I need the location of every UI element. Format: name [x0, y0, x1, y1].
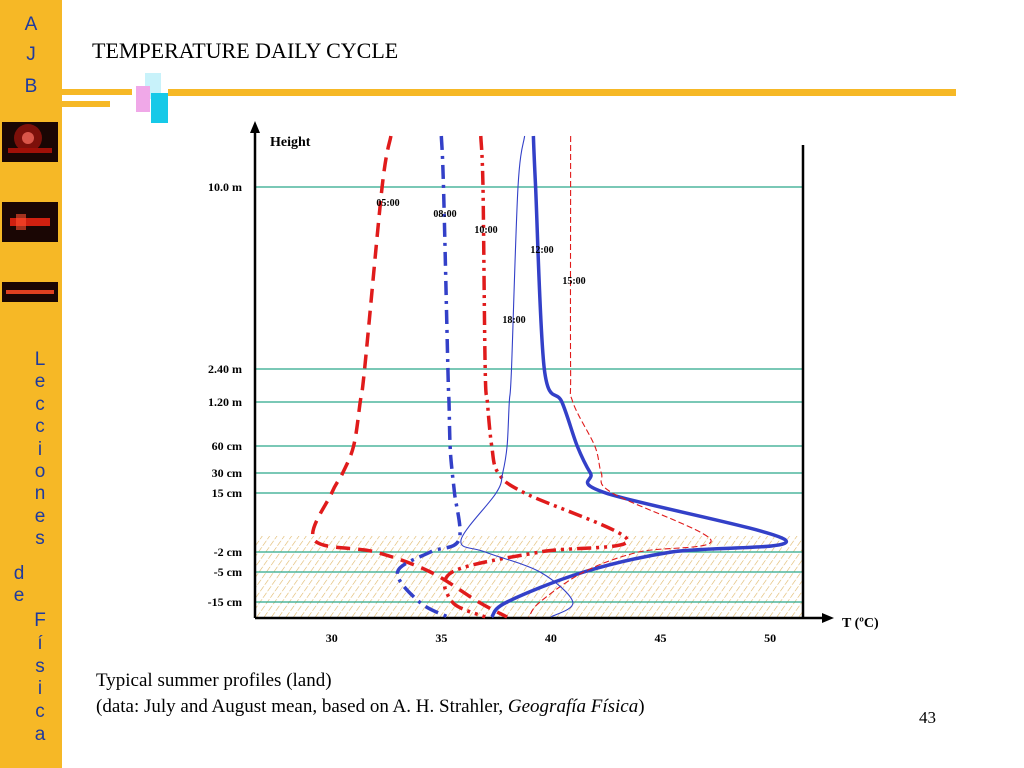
series-label: 05:00: [376, 198, 399, 209]
sidebar-letter: F: [34, 610, 46, 631]
sidebar-letter: e: [34, 371, 46, 393]
sidebar-letter: c: [35, 416, 45, 438]
x-tick-label: 40: [545, 631, 557, 645]
caption-line-2: (data: July and August mean, based on A.…: [96, 696, 645, 718]
logo-letter: A: [24, 14, 38, 35]
sidebar-letter: a: [34, 724, 46, 745]
level-label: -15 cm: [208, 595, 242, 609]
level-label: -2 cm: [214, 545, 242, 559]
title-rule-left: [62, 89, 132, 95]
level-label: 60 cm: [212, 439, 242, 453]
logo-letter: J: [26, 44, 36, 65]
series-label: 18:00: [502, 315, 525, 326]
caption-suffix: ): [638, 696, 645, 717]
series-line-0500: [310, 135, 508, 619]
series-line-1500: [528, 135, 712, 618]
caption-prefix: (data: July and August mean, based on A.…: [96, 696, 508, 717]
sidebar-letter: s: [35, 655, 45, 677]
sidebar-letter: L: [34, 349, 46, 370]
x-tick-label: 35: [435, 631, 447, 645]
level-label: 10.0 m: [208, 180, 242, 194]
x-tick-label: 45: [655, 631, 667, 645]
level-label: 2.40 m: [208, 362, 242, 376]
logo-letter: B: [24, 76, 38, 97]
sidebar-letter: i: [37, 678, 43, 700]
sidebar-letter: c: [35, 701, 45, 723]
series-line-1800: [460, 135, 574, 618]
sidebar-letter: i: [37, 438, 43, 460]
sidebar-letter: í: [37, 632, 43, 654]
thumbnail-image: [2, 202, 58, 242]
level-label: 1.20 m: [208, 395, 242, 409]
series-line-0800: [395, 135, 462, 619]
series-line-1000: [442, 135, 630, 619]
page-title: TEMPERATURE DAILY CYCLE: [92, 38, 399, 63]
page-number: 43: [919, 708, 936, 727]
y-axis-arrow: [250, 121, 260, 133]
decor-square: [151, 93, 168, 123]
series-label: 12:00: [530, 245, 553, 256]
thumbnail-image: [2, 282, 58, 302]
x-axis-title: T (ºC): [842, 616, 879, 631]
sidebar-letter: o: [34, 461, 46, 482]
level-label: 30 cm: [212, 466, 242, 480]
series-label: 08:00: [433, 209, 456, 220]
series-label: 10:00: [474, 225, 497, 236]
sidebar-letter: d: [13, 563, 25, 584]
level-label: 15 cm: [212, 486, 242, 500]
title-rule: [168, 89, 956, 96]
sidebar-letter: c: [35, 393, 45, 415]
sidebar-letter: s: [35, 528, 45, 550]
sidebar-letter: n: [34, 483, 46, 505]
sidebar-letter: e: [13, 585, 25, 607]
x-tick-label: 50: [764, 631, 776, 645]
caption-book-title: Geografía Física: [507, 696, 639, 717]
decor-square: [136, 86, 150, 112]
y-axis-title: Height: [270, 135, 311, 150]
sidebar-letter: e: [34, 505, 46, 527]
series-label: 15:00: [562, 276, 585, 287]
x-tick-label: 30: [326, 631, 338, 645]
thumbnail-image: [2, 122, 58, 162]
x-axis-arrow: [822, 613, 834, 623]
caption-line-1: Typical summer profiles (land): [96, 670, 332, 691]
title-rule-left-2: [62, 101, 110, 107]
level-label: -5 cm: [214, 565, 242, 579]
